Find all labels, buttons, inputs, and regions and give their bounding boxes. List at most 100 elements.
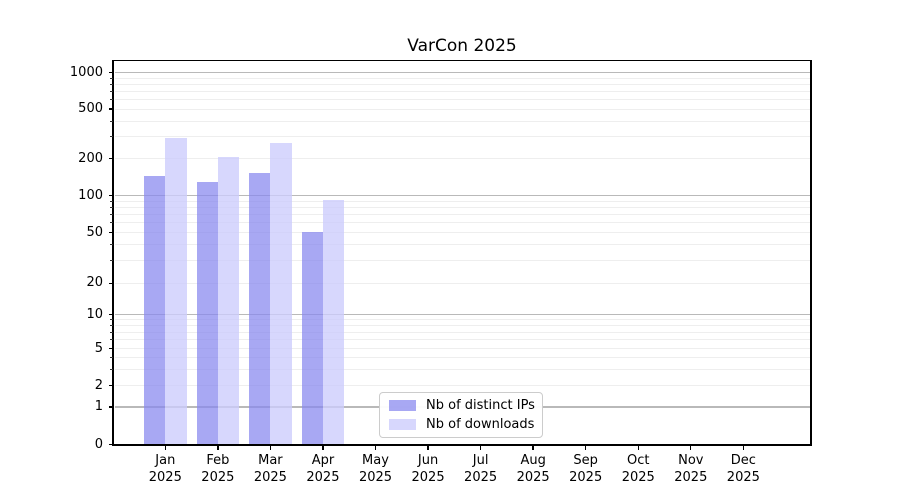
bar-distinct-ips <box>301 231 323 445</box>
y-tick-mark <box>108 232 113 234</box>
chart-legend: Nb of distinct IPs Nb of downloads <box>379 392 543 438</box>
x-tick-mark <box>532 445 534 450</box>
chart-title: VarCon 2025 <box>407 36 517 56</box>
y-minor-tick-mark <box>110 325 113 327</box>
x-tick-year: 2025 <box>411 470 445 485</box>
y-tick-label: 1 <box>94 399 103 414</box>
y-tick-mark <box>108 195 113 197</box>
gridline-minor <box>115 260 810 262</box>
top-spine <box>112 59 812 62</box>
x-tick-label: Jun 2025 <box>397 452 459 486</box>
x-tick-year: 2025 <box>358 470 393 485</box>
x-tick-year: 2025 <box>253 470 287 485</box>
y-tick-label: 50 <box>86 224 103 240</box>
bar-distinct-ips <box>144 175 166 445</box>
x-tick-year: 2025 <box>516 470 550 485</box>
gridline-minor <box>115 385 810 386</box>
y-tick-label: 10 <box>86 306 103 322</box>
legend-item-downloads: Nb of downloads <box>389 417 535 434</box>
y-minor-tick-mark <box>110 200 113 202</box>
x-tick-month: Mar <box>258 453 283 468</box>
gridline-minor <box>115 77 810 79</box>
x-tick-label: Aug 2025 <box>502 452 564 486</box>
y-minor-tick-mark <box>110 214 113 216</box>
x-tick-year: 2025 <box>726 470 760 485</box>
x-tick-year: 2025 <box>621 470 655 485</box>
gridline-minor <box>115 90 810 92</box>
y-tick-label: 100 <box>78 187 103 203</box>
x-tick-year: 2025 <box>201 470 235 485</box>
gridline-major <box>115 71 810 74</box>
bar-downloads <box>217 156 240 445</box>
y-tick-label: 5 <box>94 340 103 356</box>
y-tick-mark <box>108 158 113 160</box>
gridline-minor <box>115 222 810 224</box>
x-tick-month: Apr <box>311 453 335 468</box>
y-tick-mark <box>108 71 113 74</box>
x-tick-label: Nov 2025 <box>660 452 722 486</box>
y-tick-mark <box>108 406 113 408</box>
x-tick-mark <box>374 445 377 450</box>
x-tick-mark <box>690 445 692 450</box>
legend-label-downloads: Nb of downloads <box>426 417 535 433</box>
y-minor-tick-mark <box>110 120 113 122</box>
bar-downloads <box>165 137 187 445</box>
gridline-minor <box>115 357 810 359</box>
x-tick-label: Jan 2025 <box>134 452 196 486</box>
legend-label-distinct-ips: Nb of distinct IPs <box>426 397 535 413</box>
y-tick-label: 20 <box>86 275 103 291</box>
gridline-minor <box>115 339 810 341</box>
y-tick-mark <box>108 444 113 446</box>
y-minor-tick-mark <box>110 207 113 209</box>
x-tick-month: Dec <box>730 453 756 468</box>
bar-downloads <box>270 143 292 445</box>
gridline-minor <box>115 319 810 321</box>
y-tick-label: 500 <box>78 101 103 116</box>
x-tick-mark <box>164 445 166 450</box>
x-tick-mark <box>427 445 429 450</box>
gridline-minor <box>115 325 810 327</box>
x-tick-label: Jul 2025 <box>450 452 512 486</box>
x-tick-month: Nov <box>678 453 704 468</box>
y-minor-tick-mark <box>110 357 113 359</box>
legend-swatch-distinct-ips <box>389 399 416 411</box>
bottom-spine <box>112 444 812 446</box>
x-tick-year: 2025 <box>306 470 340 485</box>
x-tick-year: 2025 <box>674 470 708 485</box>
y-minor-tick-mark <box>110 83 113 85</box>
y-tick-mark <box>108 348 113 350</box>
gridline-minor <box>115 368 810 370</box>
x-tick-month: Sep <box>573 453 598 468</box>
x-tick-year: 2025 <box>464 470 498 485</box>
bar-distinct-ips <box>249 172 271 445</box>
y-tick-mark <box>108 384 113 387</box>
y-minor-tick-mark <box>110 331 113 333</box>
x-tick-mark <box>269 445 272 450</box>
gridline-minor <box>115 200 810 202</box>
x-tick-label: Feb 2025 <box>187 452 249 486</box>
x-tick-year: 2025 <box>569 470 603 485</box>
x-tick-mark <box>637 445 639 450</box>
bar-downloads <box>322 200 345 445</box>
bar-distinct-ips <box>196 181 218 445</box>
x-tick-month: Jun <box>417 453 439 468</box>
gridline-minor <box>115 282 810 284</box>
y-tick-mark <box>108 108 113 110</box>
gridline-minor <box>115 120 810 122</box>
x-tick-label: Apr 2025 <box>292 452 354 486</box>
gridline-minor <box>115 232 810 234</box>
gridline-minor <box>115 108 810 110</box>
gridline-minor <box>115 98 810 100</box>
gridline-minor <box>115 331 810 333</box>
left-spine <box>112 59 114 446</box>
x-tick-year: 2025 <box>148 470 182 485</box>
y-minor-tick-mark <box>110 319 113 321</box>
x-tick-month: Feb <box>206 453 230 468</box>
right-spine <box>810 59 812 446</box>
gridline-major <box>115 195 810 197</box>
gridline-minor <box>115 136 810 138</box>
gridline-minor <box>115 83 810 85</box>
y-tick-label: 2 <box>94 377 103 393</box>
y-minor-tick-mark <box>110 339 113 341</box>
